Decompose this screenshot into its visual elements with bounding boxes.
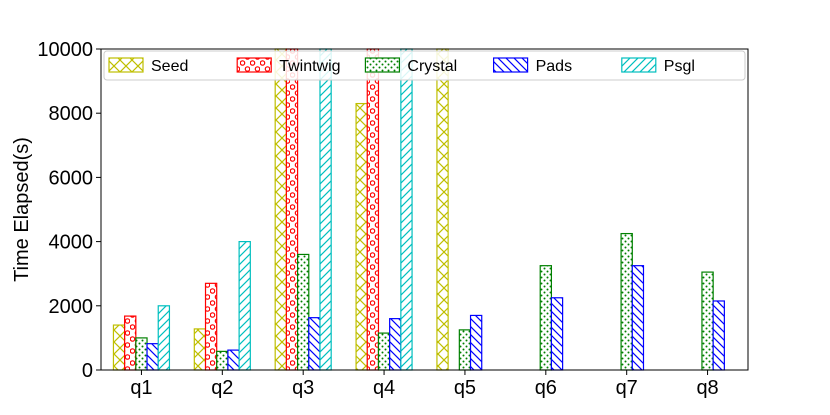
legend-label: Crystal: [407, 58, 457, 75]
bar-psgl-q2: [238, 241, 251, 371]
x-tick-label: q6: [535, 377, 557, 399]
bar-seed-q5: [436, 48, 449, 371]
bar-crystal-q5: [458, 329, 472, 371]
bar-twintwig-q4: [366, 48, 380, 371]
bar-crystal-q8: [701, 271, 714, 371]
bar-crystal-q3: [296, 253, 310, 371]
legend-swatch: [108, 57, 144, 73]
bar-psgl-q3: [319, 48, 332, 371]
legend-item-psgl: Psgl: [621, 57, 695, 75]
bar-pads-q7: [631, 265, 645, 371]
bar-pads-q3: [308, 317, 321, 371]
legend-item-twintwig: Twintwig: [236, 57, 341, 75]
bar-crystal-q2: [216, 350, 229, 371]
x-tick-label: q1: [130, 377, 152, 399]
axes-layer: 0 2000 4000 6000 8000 10000 q1 q2 q3 q4 q5 q6 q7 q8: [37, 39, 749, 399]
legend-item-seed: Seed: [108, 57, 188, 75]
x-tick-label: q3: [292, 377, 314, 399]
legend-swatch: [621, 57, 657, 73]
legend-swatch: [493, 57, 529, 73]
bar-seed-q1: [112, 324, 126, 371]
legend-item-pads: Pads: [493, 57, 572, 75]
y-tick-label: 6000: [49, 167, 94, 189]
y-tick-label: 2000: [49, 296, 94, 318]
plot-frame: [100, 48, 749, 371]
bar-pads-q5: [469, 314, 483, 371]
bar-seed-q4: [355, 102, 368, 371]
bar-twintwig-q3: [285, 48, 299, 371]
legend-swatch: [364, 57, 400, 73]
bar-seed-q2: [193, 328, 207, 371]
bar-pads-q4: [389, 318, 402, 371]
bar-twintwig-q1: [124, 315, 137, 371]
x-tick-label: q2: [211, 377, 233, 399]
bar-psgl-q4: [400, 48, 413, 371]
bar-pads-q6: [550, 297, 564, 371]
bar-twintwig-q2: [204, 282, 218, 371]
bar-seed-q3: [274, 48, 287, 371]
legend-label: Pads: [536, 58, 572, 75]
bars-layer: [112, 48, 725, 371]
bar-crystal-q1: [135, 337, 148, 371]
legend-label: Seed: [151, 58, 188, 75]
x-tick-label: q4: [373, 377, 395, 399]
y-tick-label: 4000: [49, 232, 94, 254]
bar-pads-q8: [712, 300, 725, 371]
y-tick-label: 8000: [49, 103, 94, 125]
legend: Seed Twintwig Crystal Pads Psgl: [103, 50, 746, 81]
legend-swatch: [236, 57, 272, 73]
legend-label: Twintwig: [279, 58, 340, 75]
bar-crystal-q4: [377, 332, 391, 371]
bar-psgl-q1: [157, 305, 171, 371]
legend-item-crystal: Crystal: [364, 57, 457, 75]
y-axis-title: Time Elapsed(s): [11, 137, 33, 282]
y-tick-label: 10000: [37, 39, 93, 61]
x-tick-label: q5: [454, 377, 476, 399]
bar-crystal-q6: [539, 265, 553, 371]
legend-label: Psgl: [664, 58, 695, 75]
y-tick-label: 0: [82, 360, 93, 382]
x-tick-label: q8: [696, 377, 718, 399]
bar-pads-q2: [227, 349, 240, 371]
bar-crystal-q7: [620, 232, 633, 371]
bar-pads-q1: [146, 343, 159, 371]
x-tick-label: q7: [616, 377, 638, 399]
